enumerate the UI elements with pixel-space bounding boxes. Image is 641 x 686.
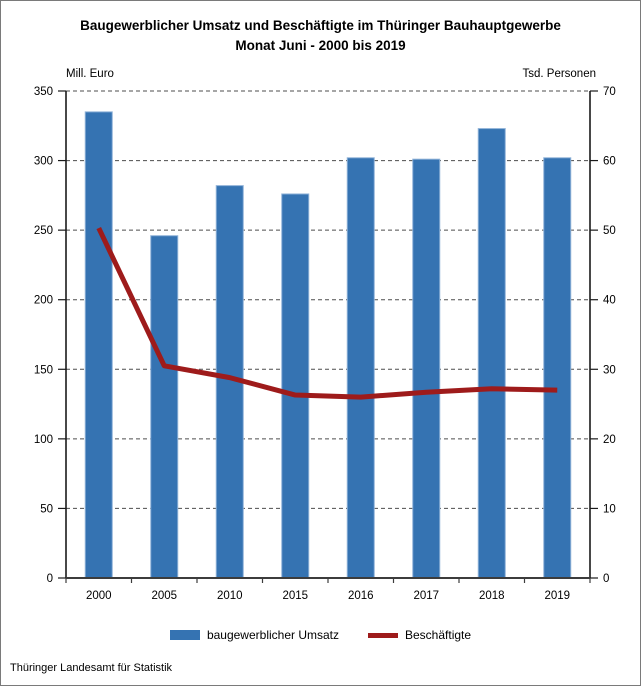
bar-2016 <box>346 157 375 579</box>
legend-label-beschaeftigte: Beschäftigte <box>405 628 472 642</box>
right-axis-unit-label: Tsd. Personen <box>522 68 596 80</box>
left-tick-label: 100 <box>34 434 53 446</box>
right-tick-label: 30 <box>603 364 616 376</box>
right-tick-label: 50 <box>603 225 616 237</box>
right-tick-label: 40 <box>603 295 616 307</box>
bar-2019 <box>543 157 572 579</box>
category-label-2010: 2010 <box>217 590 243 602</box>
right-tick-label: 70 <box>603 86 616 98</box>
legend-bar-swatch <box>169 630 200 640</box>
left-tick-label: 350 <box>34 86 53 98</box>
left-tick-label: 50 <box>40 503 53 515</box>
bar-2015 <box>281 193 310 579</box>
left-tick-label: 150 <box>34 364 53 376</box>
chart-legend: baugewerblicher Umsatz Beschäftigte <box>1 628 640 642</box>
right-tick-label: 20 <box>603 434 616 446</box>
category-label-2015: 2015 <box>282 590 308 602</box>
legend-line-swatch <box>368 632 398 638</box>
source-attribution: Thüringer Landesamt für Statistik <box>10 662 173 674</box>
chart-subtitle: Monat Juni - 2000 bis 2019 <box>235 38 406 53</box>
bar-2005 <box>150 235 179 579</box>
right-tick-label: 0 <box>603 573 609 585</box>
category-label-2019: 2019 <box>544 590 570 602</box>
category-label-2000: 2000 <box>86 590 112 602</box>
trend-line <box>96 226 558 400</box>
bar-2018 <box>477 128 506 579</box>
right-tick-label: 60 <box>603 156 616 168</box>
bar-2000 <box>84 111 113 579</box>
bar-2017 <box>412 158 441 579</box>
category-label-2018: 2018 <box>479 590 505 602</box>
category-label-2017: 2017 <box>413 590 439 602</box>
category-label-2005: 2005 <box>151 590 177 602</box>
left-tick-label: 250 <box>34 225 53 237</box>
legend-label-umsatz: baugewerblicher Umsatz <box>206 628 339 642</box>
left-tick-label: 200 <box>34 295 53 307</box>
left-axis-unit-label: Mill. Euro <box>66 68 114 80</box>
left-tick-label: 0 <box>47 573 53 585</box>
left-tick-label: 300 <box>34 156 53 168</box>
chart-title: Baugewerblicher Umsatz und Beschäftigte … <box>80 18 561 33</box>
chart-header: Baugewerblicher Umsatz und Beschäftigte … <box>1 16 640 56</box>
right-tick-label: 10 <box>603 503 616 515</box>
category-label-2016: 2016 <box>348 590 374 602</box>
